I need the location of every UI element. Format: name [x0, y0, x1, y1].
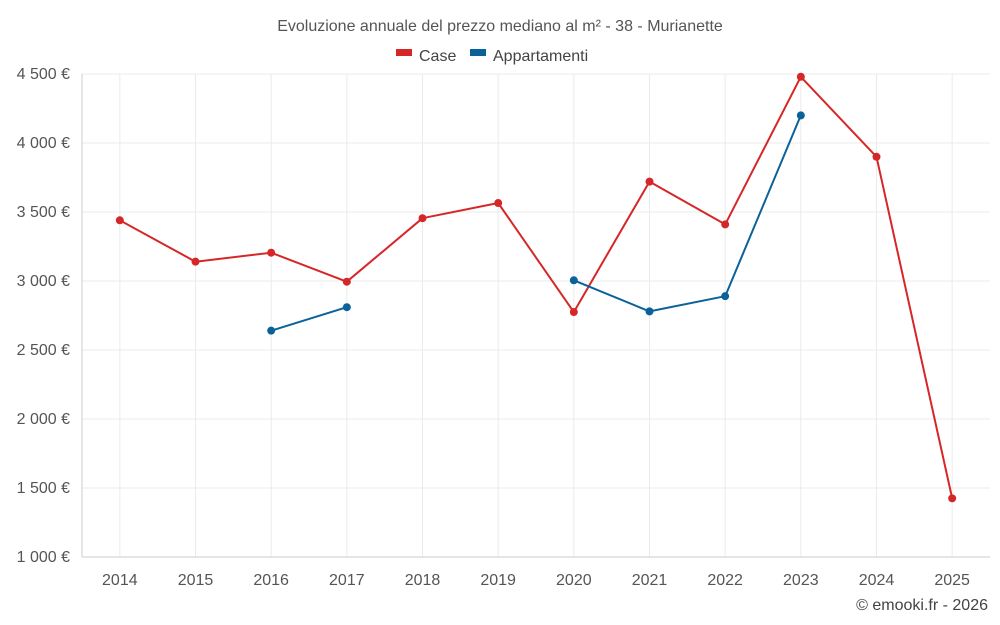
x-tick-label: 2015 [178, 572, 214, 589]
y-tick-label: 2 000 € [17, 411, 70, 428]
legend-item-appartamenti[interactable]: Appartamenti [470, 48, 588, 65]
data-point-case-2021[interactable] [645, 177, 654, 186]
x-tick-label: 2020 [556, 572, 592, 589]
y-tick-label: 3 500 € [17, 204, 70, 221]
series-appartamenti [267, 111, 805, 335]
data-point-appartamenti-2017[interactable] [342, 303, 351, 312]
data-point-case-2023[interactable] [796, 72, 805, 81]
axes: 1 000 € 1 500 € 2 000 € 2 500 € 3 000 € 3 500… [17, 66, 990, 589]
data-point-case-2016[interactable] [267, 248, 276, 257]
series-line-case [119, 75, 954, 499]
data-point-case-2020[interactable] [569, 308, 578, 317]
legend-item-case[interactable]: Case [396, 48, 456, 65]
legend-swatch-case [396, 49, 412, 56]
y-tick-label: 4 000 € [17, 135, 70, 152]
data-point-case-2014[interactable] [115, 216, 124, 225]
data-point-case-2025[interactable] [948, 494, 957, 503]
data-point-case-2019[interactable] [494, 199, 503, 208]
series-line-appartamenti [573, 115, 802, 313]
x-tick-label: 2019 [480, 572, 516, 589]
x-tick-label: 2017 [329, 572, 365, 589]
x-tick-label: 2025 [934, 572, 970, 589]
data-point-appartamenti-2020[interactable] [569, 276, 578, 285]
y-tick-label: 1 500 € [17, 480, 70, 497]
series-case [115, 72, 957, 503]
y-tick-label: 1 000 € [17, 549, 70, 566]
y-tick-label: 4 500 € [17, 66, 70, 83]
x-tick-label: 2023 [783, 572, 819, 589]
data-point-appartamenti-2016[interactable] [267, 326, 276, 335]
data-point-case-2018[interactable] [418, 214, 427, 223]
series-line-appartamenti [270, 306, 348, 332]
x-tick-label: 2024 [859, 572, 895, 589]
data-point-appartamenti-2022[interactable] [721, 292, 730, 301]
x-tick-label: 2018 [405, 572, 441, 589]
data-point-case-2015[interactable] [191, 257, 200, 266]
data-point-case-2022[interactable] [721, 220, 730, 229]
legend: Case Appartamenti [396, 48, 588, 65]
x-tick-label: 2022 [707, 572, 743, 589]
x-tick-label: 2014 [102, 572, 138, 589]
x-tick-label: 2021 [632, 572, 668, 589]
y-tick-label: 3 000 € [17, 273, 70, 290]
legend-label-appartamenti: Appartamenti [493, 48, 588, 65]
credit-text: © emooki.fr - 2026 [856, 597, 988, 614]
legend-swatch-appartamenti [470, 49, 486, 56]
legend-label-case: Case [419, 48, 456, 65]
series [115, 72, 957, 503]
data-point-appartamenti-2023[interactable] [796, 111, 805, 120]
chart-title: Evoluzione annuale del prezzo mediano al… [277, 18, 723, 35]
data-point-appartamenti-2021[interactable] [645, 307, 654, 316]
gridlines [82, 73, 990, 557]
x-tick-label: 2016 [253, 572, 289, 589]
data-point-case-2024[interactable] [872, 152, 881, 161]
data-point-case-2017[interactable] [342, 277, 351, 286]
y-tick-label: 2 500 € [17, 342, 70, 359]
